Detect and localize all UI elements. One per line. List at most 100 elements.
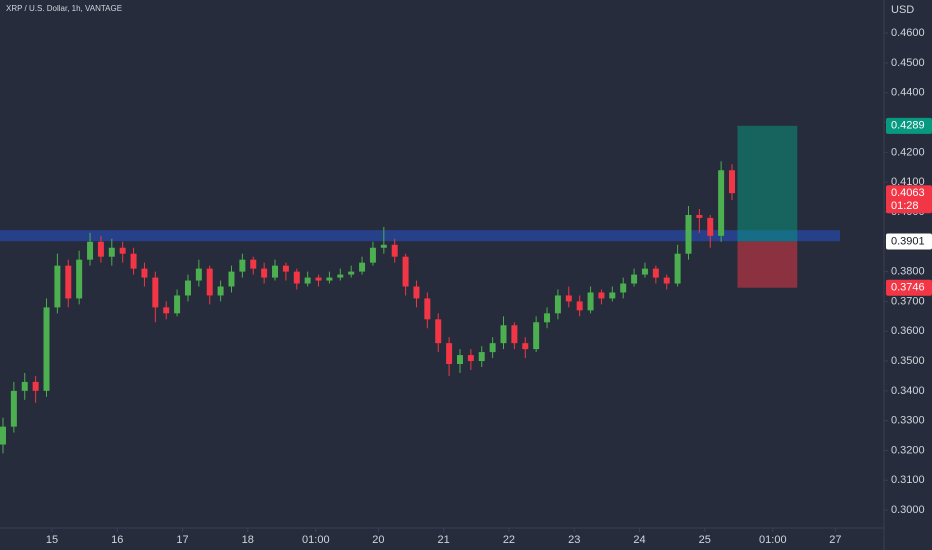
countdown: 01:28 (891, 200, 919, 212)
candle-body (663, 277, 670, 284)
candle-body (435, 319, 442, 344)
candle-body (729, 170, 735, 194)
candle-body (696, 214, 703, 218)
candle-body (97, 241, 104, 257)
y-tick-label: 0.3300 (891, 415, 925, 427)
candle-body (195, 268, 202, 281)
x-tick-label: 18 (242, 534, 254, 546)
x-tick-label: 27 (829, 534, 841, 546)
x-tick-label: 16 (111, 534, 123, 546)
candle-body (718, 170, 725, 236)
candle-body (391, 244, 398, 257)
x-tick-label: 23 (568, 534, 580, 546)
candle-body (554, 295, 561, 314)
candle-body (184, 280, 191, 296)
candle-body (10, 390, 17, 427)
candle-body (0, 426, 6, 445)
level-price-label-box (886, 233, 932, 250)
currency-label: USD (891, 4, 914, 16)
candle-body (402, 256, 409, 287)
candle-body (282, 265, 289, 272)
candle-body (533, 322, 540, 350)
candle-body (174, 295, 181, 314)
candle-body (108, 247, 115, 257)
target-price-label-box (886, 117, 932, 134)
candle-body (424, 298, 431, 320)
stop-price-label-box (886, 279, 932, 296)
y-tick-label: 0.3600 (891, 325, 925, 337)
candle-body (239, 259, 246, 272)
x-tick-label: 25 (699, 534, 711, 546)
candle-body (369, 247, 376, 263)
candle-body (674, 253, 681, 284)
y-tick-label: 0.3400 (891, 385, 925, 397)
y-tick-label: 0.3000 (891, 504, 925, 516)
candle-body (76, 259, 83, 299)
candle-body (413, 286, 420, 299)
candle-body (152, 277, 159, 308)
x-tick-label: 01:00 (759, 534, 787, 546)
candle-body (54, 265, 61, 308)
candle-body (467, 355, 474, 362)
candle-body (261, 268, 268, 278)
candle-body (587, 292, 594, 311)
candle-body (565, 295, 572, 302)
candle-body (272, 265, 279, 278)
candle-body (21, 381, 28, 391)
candle-body (446, 343, 453, 365)
y-tick-label: 0.3100 (891, 474, 925, 486)
last-price-label: 0.4063 (891, 187, 925, 199)
stop-area (737, 241, 798, 288)
candle-body (576, 301, 583, 311)
candle-body (380, 244, 387, 248)
candle-body (315, 277, 322, 281)
candle-body (478, 352, 485, 362)
y-tick-label: 0.3800 (891, 266, 925, 278)
y-tick-label: 0.3700 (891, 295, 925, 307)
candle-body (456, 355, 463, 365)
candle-body (685, 214, 692, 254)
candle-body (87, 241, 94, 260)
candle-body (217, 286, 224, 296)
x-tick-label: 24 (633, 534, 645, 546)
candle-body (228, 271, 235, 287)
candle-body (544, 313, 551, 323)
candle-body (511, 325, 518, 344)
target-area (737, 125, 798, 242)
x-tick-label: 15 (46, 534, 58, 546)
candle-body (130, 253, 137, 269)
candle-body (32, 381, 39, 391)
candle-body (206, 268, 213, 296)
candle-body (119, 247, 126, 254)
candle-body (250, 259, 257, 269)
candle-body (652, 268, 659, 278)
y-tick-label: 0.4500 (891, 57, 925, 69)
candle-body (304, 277, 311, 284)
y-tick-label: 0.3200 (891, 444, 925, 456)
y-tick-label: 0.3500 (891, 355, 925, 367)
stop-price-label: 0.3746 (891, 282, 925, 294)
last-price-label-box (886, 185, 932, 214)
candle-body (43, 307, 50, 391)
y-tick-label: 0.4600 (891, 27, 925, 39)
candle-body (631, 274, 638, 284)
y-tick-label: 0.4200 (891, 146, 925, 158)
x-tick-label: 17 (176, 534, 188, 546)
candle-body (141, 268, 148, 278)
chart-title: XRP / U.S. Dollar, 1h, VANTAGE (6, 4, 122, 13)
candle-body (598, 292, 605, 299)
candle-body (163, 307, 170, 314)
candle-body (348, 271, 355, 275)
y-tick-label: 0.4400 (891, 87, 925, 99)
x-tick-label: 01:00 (302, 534, 330, 546)
x-tick-label: 21 (438, 534, 450, 546)
candle-body (620, 283, 627, 293)
candle-body (65, 265, 72, 299)
target-price-label: 0.4289 (891, 120, 925, 132)
support-zone (0, 230, 840, 242)
candle-body (359, 262, 366, 272)
candle-body (641, 268, 648, 275)
candle-body (522, 343, 529, 350)
x-tick-label: 20 (372, 534, 384, 546)
